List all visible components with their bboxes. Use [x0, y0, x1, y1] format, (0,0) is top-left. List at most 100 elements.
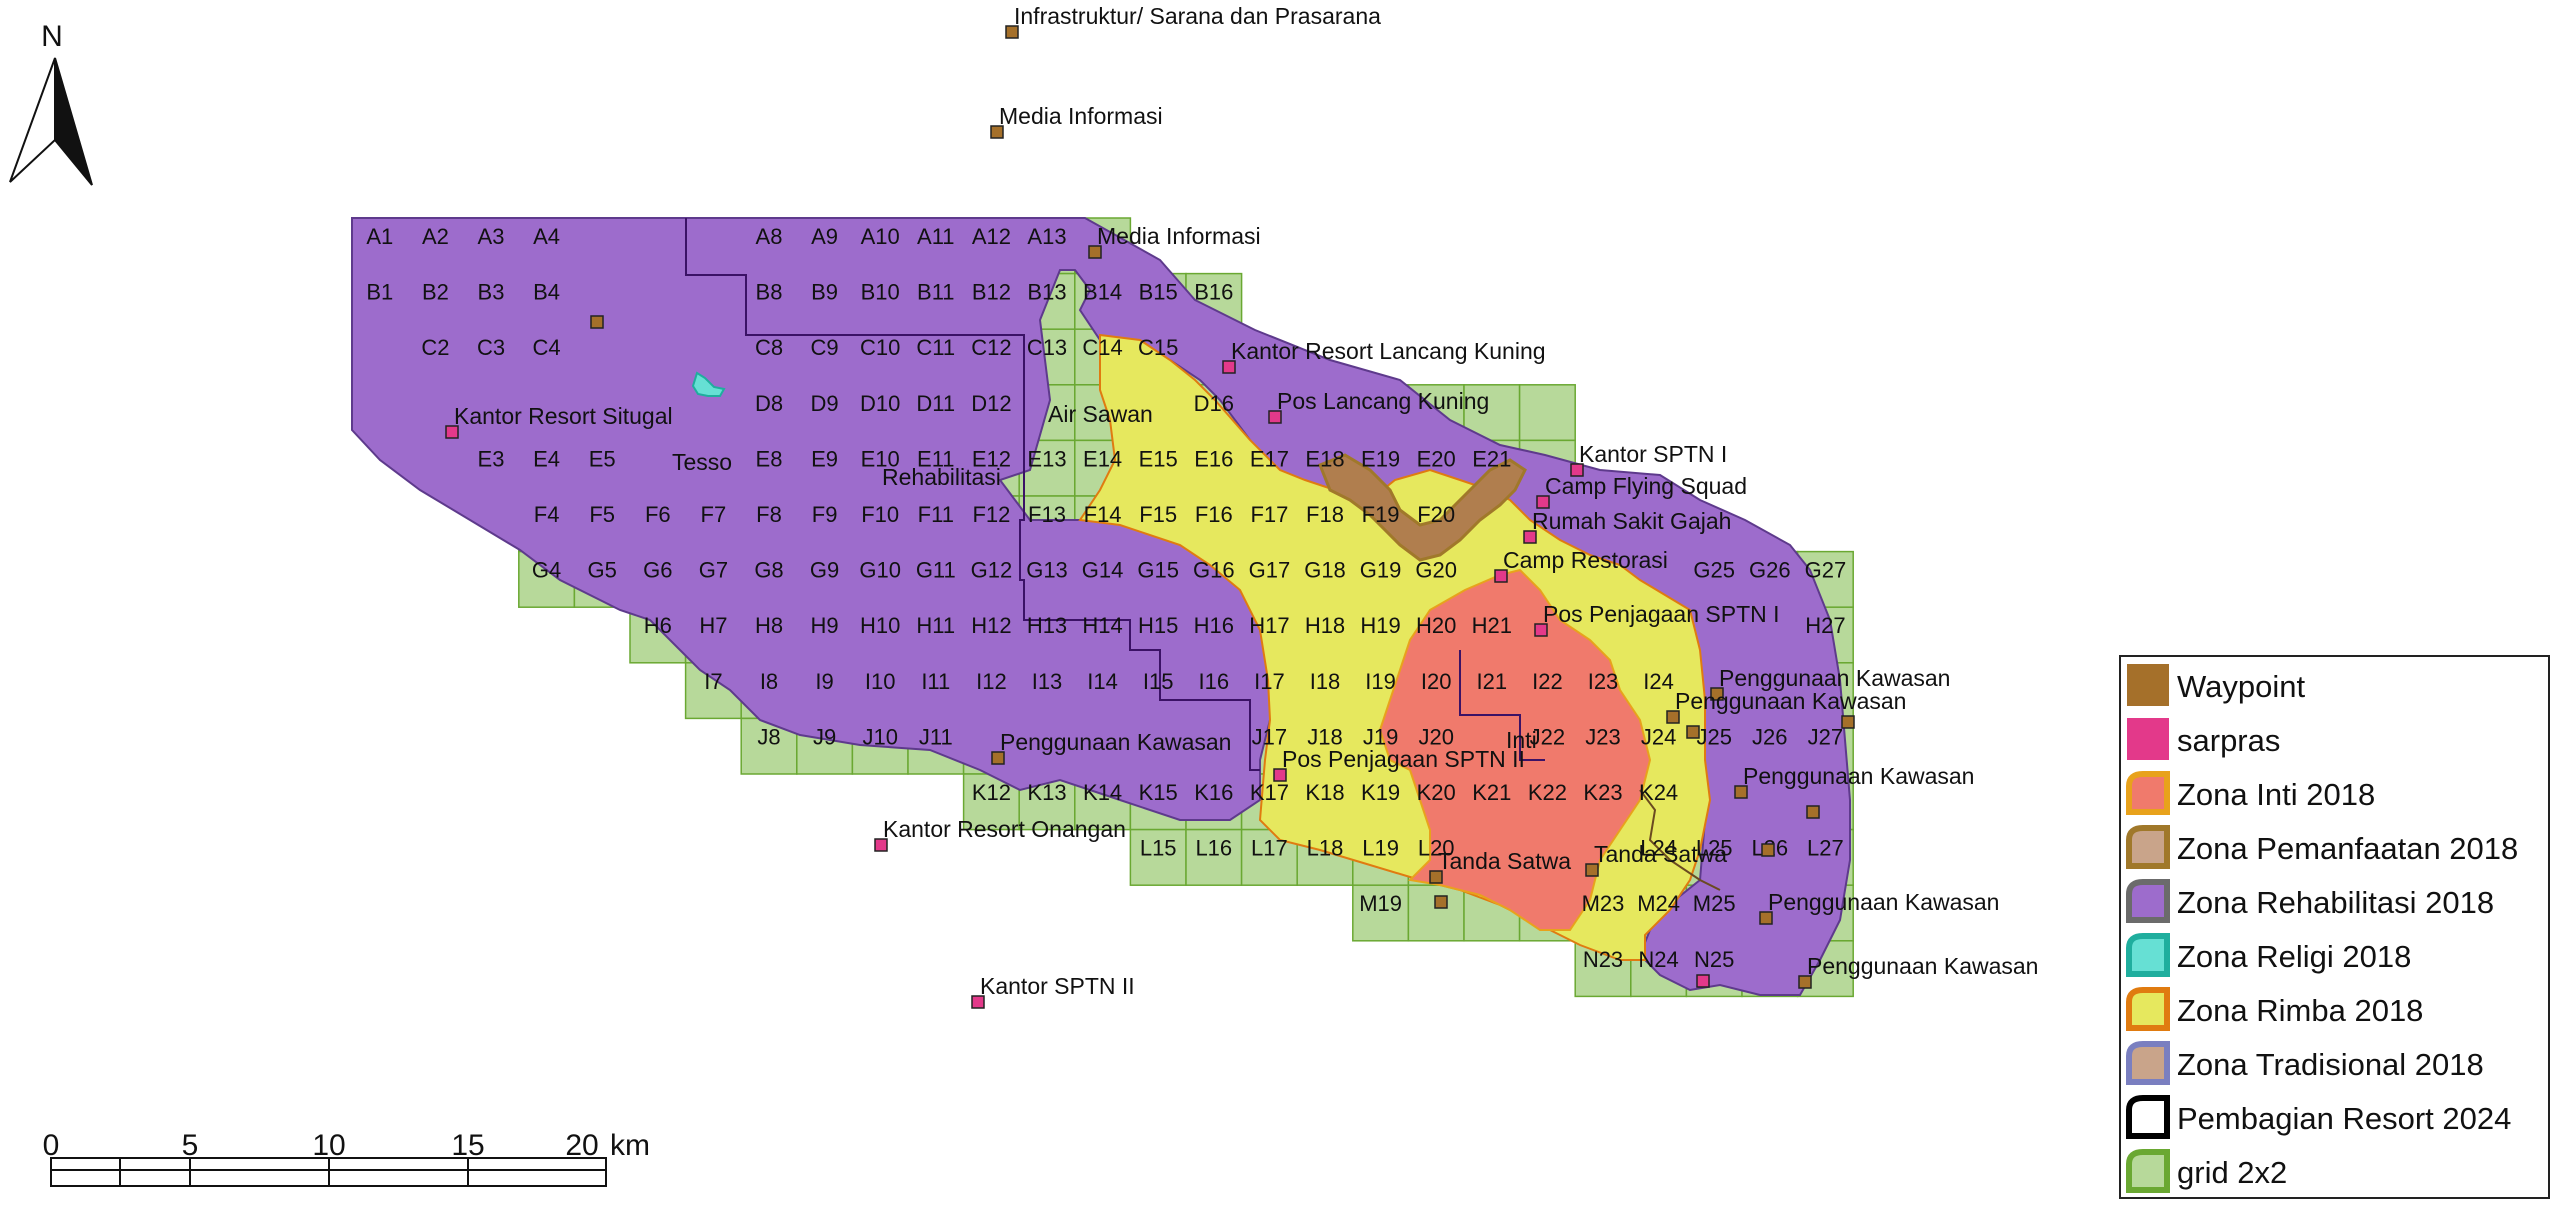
grid-cell-label: F18 [1306, 502, 1344, 527]
sarpras-marker[interactable]: Pos Penjagaan SPTN I [1534, 601, 1780, 637]
point-label: Penggunaan Kawasan [1000, 729, 1231, 755]
waypoint-marker[interactable] [1686, 725, 1700, 739]
point-layer: Infrastruktur/ Sarana dan Prasarana Media… [445, 3, 2038, 1009]
waypoint-marker[interactable]: Penggunaan Kawasan [1734, 763, 1974, 799]
grid-cell-label: I8 [760, 669, 778, 694]
grid-cell-label: A2 [422, 224, 449, 249]
grid-cell-label: K13 [1027, 780, 1066, 805]
waypoint-marker[interactable] [590, 315, 604, 329]
point-label: Infrastruktur/ Sarana dan Prasarana [1014, 3, 1381, 29]
grid-cell-label: A12 [972, 224, 1011, 249]
grid-cell-label: B13 [1027, 280, 1066, 305]
waypoint-marker[interactable]: Media Informasi [990, 103, 1163, 139]
waypoint-marker[interactable]: Penggunaan Kawasan [1666, 688, 1906, 724]
grid-cell-label: I20 [1421, 669, 1452, 694]
legend-item-sarpras: sarpras [2121, 713, 2548, 767]
sarpras-marker[interactable]: Pos Lancang Kuning [1268, 388, 1489, 424]
waypoint-marker[interactable]: Media Informasi [1088, 223, 1261, 259]
zona-pemanfaatan-area[interactable] [1318, 453, 1527, 562]
grid-cell-label: I18 [1310, 669, 1341, 694]
grid-cell-label: E14 [1083, 446, 1122, 471]
grid-cell-label: K21 [1472, 780, 1511, 805]
waypoint-marker[interactable]: Penggunaan Kawasan [991, 729, 1231, 765]
grid-cell-label: G8 [754, 558, 783, 583]
point-label: Camp Flying Squad [1545, 473, 1747, 499]
grid-cell-label: H21 [1472, 613, 1512, 638]
grid-cell-label: I7 [704, 669, 722, 694]
grid-cell-label: B14 [1083, 280, 1122, 305]
sarpras-marker[interactable]: Pos Penjagaan SPTN II [1273, 746, 1525, 782]
point-label: Kantor SPTN II [980, 973, 1135, 999]
sarpras-icon [1494, 569, 1508, 583]
grid-cell-label: K22 [1528, 780, 1567, 805]
grid-cell-label: E15 [1139, 446, 1178, 471]
grid-cell-label: J10 [862, 724, 897, 749]
grid-cell-label: J17 [1252, 724, 1287, 749]
grid-cell-label: B15 [1139, 280, 1178, 305]
grid-cell-label: C12 [971, 335, 1011, 360]
sarpras-icon [1268, 410, 1282, 424]
grid-cell [1129, 828, 1187, 886]
grid-cell-label: E12 [972, 446, 1011, 471]
grid-cell-label: E13 [1027, 446, 1066, 471]
grid-cell-label: F12 [972, 502, 1010, 527]
sarpras-marker[interactable]: Camp Restorasi [1494, 547, 1668, 583]
waypoint-marker[interactable]: Infrastruktur/ Sarana dan Prasarana [1005, 3, 1381, 39]
grid-cell-label: M24 [1637, 891, 1680, 916]
grid-cell-label: G9 [810, 558, 839, 583]
grid-cell-label: G10 [859, 558, 901, 583]
grid-cell-label: I24 [1643, 669, 1674, 694]
point-label: Tanda Satwa [1438, 848, 1571, 874]
sarpras-marker[interactable]: Kantor SPTN I [1570, 441, 1727, 477]
grid-cell-label: F9 [812, 502, 838, 527]
sarpras-marker[interactable]: Kantor Resort Lancang Kuning [1222, 338, 1546, 374]
waypoint-icon [991, 751, 1005, 765]
grid-cell-label: H16 [1194, 613, 1234, 638]
grid-cell-label: L27 [1807, 836, 1844, 861]
waypoint-marker[interactable]: Tanda Satwa [1585, 841, 1727, 877]
grid-cell-label: G7 [699, 558, 728, 583]
sarpras-icon [1570, 463, 1584, 477]
legend-item-zona-pemanfaatan: Zona Pemanfaatan 2018 [2121, 821, 2548, 875]
sarpras-marker[interactable]: Camp Flying Squad [1536, 473, 1747, 509]
grid-cell-label: J24 [1641, 724, 1676, 749]
grid-cell-label: G4 [532, 558, 561, 583]
waypoint-marker[interactable] [1434, 895, 1448, 909]
sarpras-icon [1536, 495, 1550, 509]
north-arrow-icon: N [9, 20, 93, 186]
grid-cell-label: M23 [1582, 891, 1625, 916]
grid-cell-label: F4 [534, 502, 560, 527]
waypoint-marker[interactable]: Penggunaan Kawasan [1710, 665, 1950, 701]
sarpras-marker[interactable]: Kantor Resort Onangan [874, 816, 1126, 852]
point-label: Kantor Resort Situgal [454, 403, 673, 429]
legend-item-zona-rehabilitasi: Zona Rehabilitasi 2018 [2121, 875, 2548, 929]
waypoint-marker[interactable]: Tanda Satwa [1429, 848, 1571, 884]
point-label: Kantor SPTN I [1579, 441, 1727, 467]
zona-inti-area[interactable] [1378, 568, 1652, 931]
point-label: Kantor Resort Lancang Kuning [1231, 338, 1546, 364]
waypoint-marker[interactable]: Penggunaan Kawasan [1798, 953, 2038, 989]
waypoint-marker[interactable] [1806, 805, 1820, 819]
grid-cell-label: N23 [1583, 947, 1623, 972]
grid-cell-label: F8 [756, 502, 782, 527]
waypoint-marker[interactable] [1841, 715, 1855, 729]
grid-cell-label: G16 [1193, 558, 1235, 583]
legend-label: sarpras [2177, 723, 2281, 758]
grid-cell-label: I17 [1254, 669, 1285, 694]
sarpras-marker[interactable]: Rumah Sakit Gajah [1523, 508, 1731, 544]
waypoint-marker[interactable] [1761, 843, 1775, 857]
grid-cell-label: I21 [1477, 669, 1508, 694]
sarpras-marker[interactable]: Kantor SPTN II [971, 973, 1135, 1009]
grid-cell-label: D11 [916, 391, 955, 416]
grid-cell-label: E20 [1417, 446, 1456, 471]
sarpras-icon [1222, 360, 1236, 374]
grid-swatch-icon [2126, 1149, 2170, 1193]
grid-cell-label: F17 [1250, 502, 1288, 527]
sarpras-marker[interactable] [1696, 974, 1710, 988]
point-label: Tanda Satwa [1594, 841, 1727, 867]
grid-cell-label: L24 [1640, 836, 1677, 861]
waypoint-marker[interactable]: Penggunaan Kawasan [1759, 889, 1999, 925]
sarpras-marker[interactable]: Kantor Resort Situgal [445, 403, 673, 439]
zona-religi-area[interactable] [691, 371, 726, 397]
